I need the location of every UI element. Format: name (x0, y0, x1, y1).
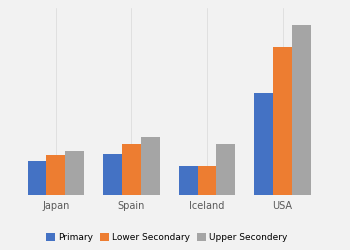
Bar (292, 24, 311, 250)
Bar (103, 154, 122, 250)
Bar (28, 161, 47, 250)
Bar (273, 48, 292, 250)
Bar (216, 144, 235, 250)
Bar (65, 151, 84, 250)
Bar (122, 144, 141, 250)
Bar (178, 166, 197, 250)
Bar (141, 137, 160, 250)
Bar (197, 166, 216, 250)
Legend: Primary, Lower Secondary, Upper Secondery: Primary, Lower Secondary, Upper Seconder… (42, 230, 291, 246)
Bar (47, 155, 65, 250)
Bar (254, 93, 273, 250)
